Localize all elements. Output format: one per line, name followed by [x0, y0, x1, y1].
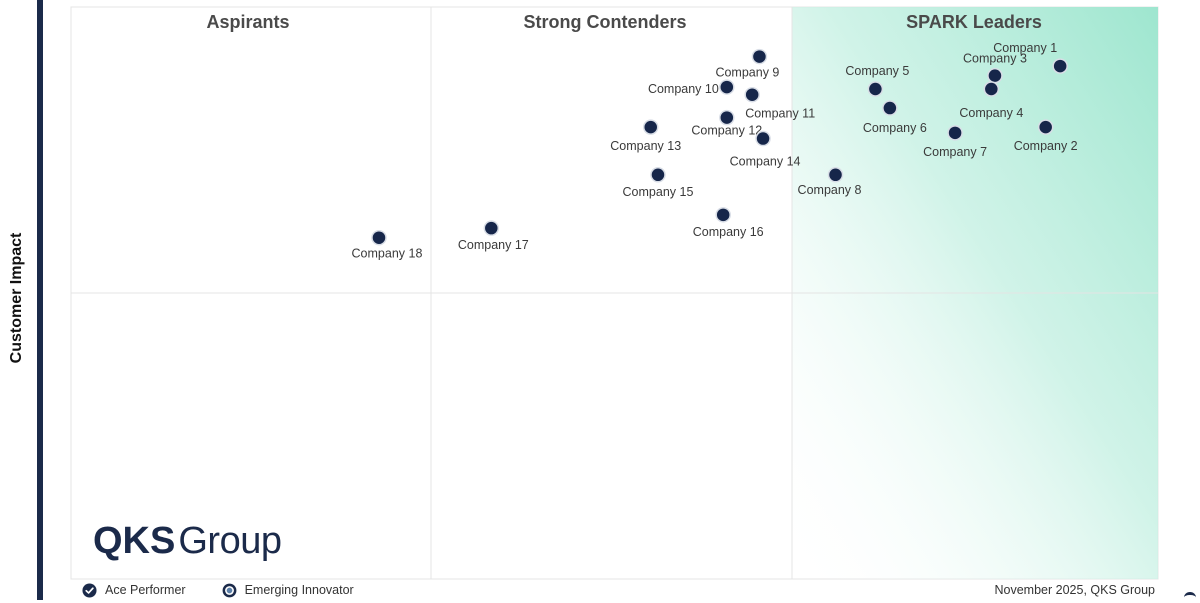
label-company-17: Company 17 — [458, 238, 529, 252]
label-company-15: Company 15 — [623, 185, 694, 199]
quadrant-heading-strong-contenders: Strong Contenders — [523, 12, 686, 32]
label-company-14: Company 14 — [730, 155, 801, 169]
point-company-3[interactable] — [987, 67, 1003, 84]
legend-label-emerging-innovator: Emerging Innovator — [244, 583, 354, 597]
ring-circle-icon — [222, 583, 237, 597]
label-company-13: Company 13 — [610, 139, 681, 153]
point-company-15[interactable] — [650, 167, 666, 183]
point-company-2[interactable] — [1037, 119, 1054, 135]
point-company-9[interactable] — [751, 48, 768, 65]
legend-item-ace-performer: Ace Performer — [82, 582, 186, 598]
point-company-17[interactable] — [483, 220, 500, 236]
data-points-layer: Company 1 Company 2 Company 3 Company 4 Comp… — [352, 41, 1078, 261]
chart-credit: November 2025, QKS Group — [994, 583, 1156, 597]
label-company-4: Company 4 — [959, 106, 1023, 120]
label-company-3: Company 3 — [963, 52, 1027, 66]
chart-legend: Ace Performer Emerging Innovator — [82, 581, 380, 599]
quadrant-heading-aspirants: Aspirants — [206, 12, 289, 32]
point-company-8[interactable] — [827, 167, 844, 183]
point-company-11[interactable] — [744, 86, 760, 103]
label-company-1: Company 1 — [993, 41, 1057, 55]
point-company-13[interactable] — [642, 119, 659, 135]
label-company-16: Company 16 — [693, 225, 764, 239]
label-company-8: Company 8 — [798, 183, 862, 197]
logo-text: Group — [178, 520, 282, 562]
label-company-9: Company 9 — [715, 66, 779, 80]
point-company-10[interactable] — [719, 79, 735, 95]
label-company-10: Company 10 — [648, 82, 719, 96]
point-company-5[interactable] — [867, 81, 884, 97]
label-company-2: Company 2 — [1014, 139, 1078, 153]
legend-item-emerging-innovator: Emerging Innovator — [222, 583, 354, 598]
label-company-5: Company 5 — [845, 64, 909, 78]
point-company-7[interactable] — [947, 125, 963, 141]
left-border-rule — [37, 0, 43, 600]
point-company-4[interactable] — [983, 81, 1000, 97]
check-circle-icon — [82, 582, 97, 598]
corner-mark — [1184, 592, 1196, 603]
label-company-6: Company 6 — [863, 121, 927, 135]
point-company-6[interactable] — [882, 100, 898, 116]
label-company-7: Company 7 — [923, 145, 987, 159]
label-company-11: Company 11 — [745, 107, 815, 121]
label-company-12: Company 12 — [691, 124, 762, 138]
point-company-16[interactable] — [715, 207, 731, 223]
logo-bold-text: QKS — [93, 520, 176, 562]
point-company-18[interactable] — [371, 229, 387, 246]
point-company-14[interactable] — [755, 130, 771, 147]
point-company-1[interactable] — [1052, 58, 1068, 74]
qks-group-logo: QKSGroup — [93, 520, 282, 563]
legend-label-ace-performer: Ace Performer — [105, 583, 186, 597]
quadrant-heading-spark-leaders: SPARK Leaders — [906, 12, 1042, 32]
label-company-18: Company 18 — [352, 247, 423, 261]
point-company-12[interactable] — [719, 109, 735, 126]
